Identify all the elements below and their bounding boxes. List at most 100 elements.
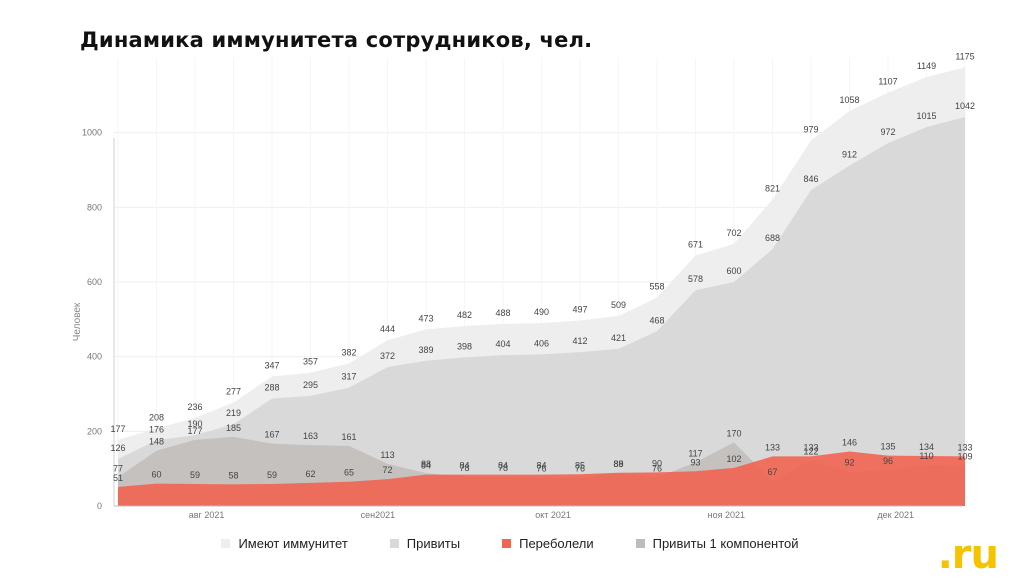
y-tick-label: 0 <box>97 501 102 511</box>
data-label: 688 <box>765 233 780 243</box>
data-label: 62 <box>305 469 315 479</box>
data-label: 509 <box>611 300 626 310</box>
data-label: 404 <box>495 339 510 349</box>
legend-item-vaccinated[interactable]: Привиты <box>389 536 461 551</box>
legend-label: Переболели <box>519 536 594 551</box>
data-label: 59 <box>267 470 277 480</box>
data-label: 133 <box>765 442 780 452</box>
data-label: 382 <box>341 347 356 357</box>
data-label: 88 <box>613 459 623 469</box>
area-vaccinated <box>118 116 965 506</box>
data-label: 468 <box>649 315 664 325</box>
data-label: 84 <box>421 461 431 471</box>
series-areas <box>118 67 965 506</box>
data-label: 133 <box>957 442 972 452</box>
data-label: 161 <box>341 432 356 442</box>
y-axis-label: Человек <box>72 302 83 341</box>
data-label: 846 <box>803 174 818 184</box>
data-label: 134 <box>919 442 934 452</box>
data-label: 146 <box>842 437 857 447</box>
legend-swatch <box>635 539 645 548</box>
data-label: 88 <box>421 459 431 469</box>
data-label: 1042 <box>955 101 975 111</box>
legend-item-immunity[interactable]: Имеют иммунитет <box>221 536 348 551</box>
data-label: 92 <box>844 458 854 468</box>
data-label: 236 <box>187 402 202 412</box>
data-label: 167 <box>264 430 279 440</box>
data-label: 702 <box>726 228 741 238</box>
data-label: 295 <box>303 380 318 390</box>
data-label: 117 <box>688 448 702 458</box>
data-label: 170 <box>726 429 741 439</box>
data-label: 497 <box>572 304 587 314</box>
y-axis: 0 200 400 600 800 1000 Человек <box>72 128 115 511</box>
data-label: 96 <box>883 456 893 466</box>
x-tick-label: авг 2021 <box>189 510 225 520</box>
data-label: 133 <box>803 442 818 452</box>
data-label: 76 <box>652 464 662 474</box>
y-tick-label: 600 <box>87 277 102 287</box>
data-label: 110 <box>919 451 933 461</box>
y-tick-label: 200 <box>87 426 102 436</box>
data-label: 578 <box>688 274 703 284</box>
data-label: 979 <box>803 125 818 135</box>
legend-swatch <box>221 539 231 548</box>
data-label: 347 <box>264 360 279 370</box>
legend-swatch <box>389 539 399 548</box>
x-tick-label: дек 2021 <box>877 510 914 520</box>
data-label: 277 <box>226 387 241 397</box>
data-label: 126 <box>110 443 125 453</box>
data-label: 84 <box>459 461 469 471</box>
data-label: 288 <box>264 382 279 392</box>
data-label: 85 <box>575 460 585 470</box>
data-label: 357 <box>303 357 318 367</box>
legend-item-recovered[interactable]: Переболели <box>502 536 594 551</box>
legend-label: Имеют иммунитет <box>238 536 348 551</box>
data-label: 208 <box>149 412 164 422</box>
x-tick-label: ноя 2021 <box>708 510 745 520</box>
data-label: 58 <box>228 470 238 480</box>
data-label: 77 <box>113 463 123 473</box>
data-label: 176 <box>149 424 164 434</box>
data-label: 89 <box>613 459 623 469</box>
data-label: 76 <box>575 464 585 474</box>
data-label: 177 <box>110 424 125 434</box>
legend-item-one-dose[interactable]: Привиты 1 компонентой <box>635 536 799 551</box>
data-label: 1107 <box>878 77 897 87</box>
data-label: 1149 <box>917 61 936 71</box>
data-label: 185 <box>226 423 241 433</box>
data-label: 90 <box>652 458 662 468</box>
data-label: 1058 <box>839 95 859 105</box>
data-label: 412 <box>572 336 587 346</box>
data-label: 93 <box>690 457 700 467</box>
data-label: 163 <box>303 431 318 441</box>
data-label: 113 <box>380 450 394 460</box>
legend-swatch <box>502 539 512 548</box>
data-label: 972 <box>880 127 895 137</box>
data-label: 317 <box>341 372 356 382</box>
data-label: 912 <box>842 150 857 160</box>
data-label: 109 <box>957 451 972 461</box>
data-label: 219 <box>226 408 241 418</box>
legend-label: Привиты <box>406 536 461 551</box>
data-label: 60 <box>151 470 161 480</box>
x-axis: авг 2021 сен2021 окт 2021 ноя 2021 дек 2021 <box>114 505 962 520</box>
data-label: 102 <box>726 454 741 464</box>
brand-logo: .ru <box>937 532 999 578</box>
data-label: 389 <box>418 345 433 355</box>
data-label: 671 <box>688 239 703 249</box>
data-label: 84 <box>498 461 508 471</box>
data-label: 72 <box>382 465 392 475</box>
data-label: 190 <box>187 419 202 429</box>
y-tick-label: 800 <box>87 202 102 212</box>
data-label: 421 <box>611 333 626 343</box>
data-label: 177 <box>187 426 202 436</box>
data-label: 135 <box>880 442 895 452</box>
chart-title: Динамика иммунитета сотрудников, чел. <box>80 28 593 52</box>
data-label: 122 <box>803 446 818 456</box>
data-label: 473 <box>418 313 433 323</box>
data-label: 65 <box>344 468 354 478</box>
data-labels: 177 208 236 277 347 357 382 444 473 482 488 490 497 5… <box>110 51 975 483</box>
data-label: 406 <box>534 338 549 348</box>
